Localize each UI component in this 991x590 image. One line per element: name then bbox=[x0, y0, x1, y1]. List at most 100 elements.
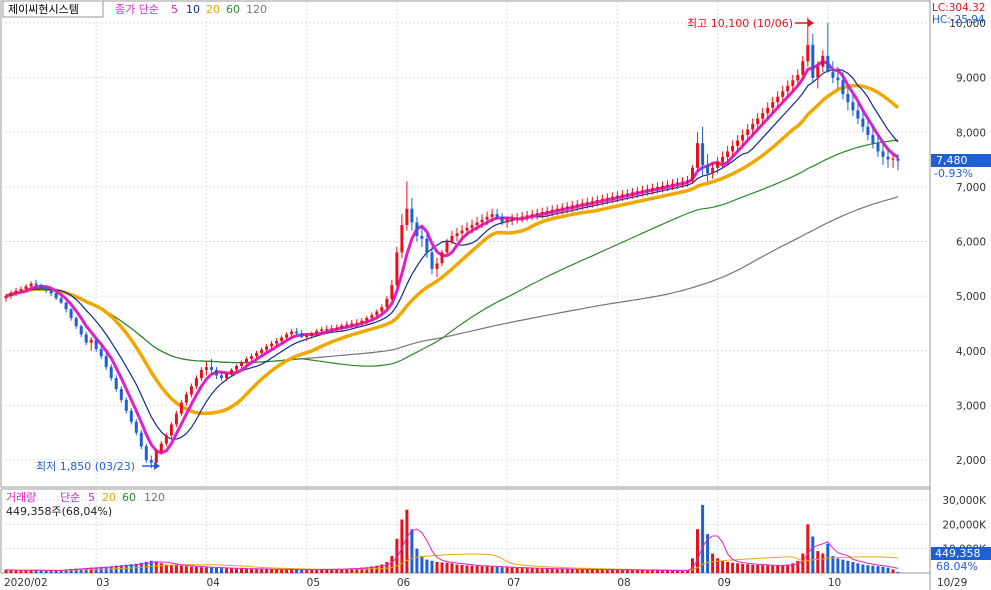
candle-body bbox=[796, 74, 800, 81]
volume-bar bbox=[245, 568, 248, 573]
price-tick-label: 2,000 bbox=[956, 455, 986, 467]
candle-body bbox=[450, 236, 454, 242]
volume-bar bbox=[771, 565, 775, 573]
time-tick-label: 08 bbox=[617, 577, 630, 589]
candle-body bbox=[721, 156, 725, 163]
volume-bar bbox=[475, 565, 479, 573]
candle-body bbox=[250, 356, 253, 359]
volume-bar bbox=[696, 529, 699, 573]
volume-bar bbox=[555, 568, 559, 573]
candle-body bbox=[846, 94, 850, 103]
candle-body bbox=[310, 333, 314, 336]
volume-bar bbox=[620, 570, 624, 573]
volume-bar bbox=[114, 565, 118, 573]
volume-bar bbox=[746, 564, 750, 573]
candle-body bbox=[4, 296, 8, 299]
candle-body bbox=[34, 283, 38, 286]
volume-bar bbox=[650, 570, 654, 573]
candle-body bbox=[500, 216, 504, 223]
candle-body bbox=[671, 183, 674, 185]
volume-bar bbox=[796, 560, 800, 573]
volume-ma-60: 60 bbox=[122, 491, 136, 504]
volume-bar bbox=[811, 536, 815, 573]
candle-body bbox=[109, 367, 113, 378]
volume-bar bbox=[395, 538, 399, 573]
current-change: -0.93% bbox=[934, 167, 973, 180]
candle-body bbox=[776, 96, 780, 103]
candle-body bbox=[560, 207, 564, 209]
ma-period-5: 5 bbox=[171, 3, 178, 16]
candle-body bbox=[716, 162, 720, 168]
ma-label: 종가 단순 bbox=[115, 3, 159, 16]
time-tick-label: 2020/02 bbox=[4, 577, 48, 589]
volume-bar bbox=[600, 569, 604, 573]
volume-bar bbox=[109, 566, 113, 573]
volume-bar bbox=[575, 569, 579, 573]
candle-body bbox=[470, 225, 474, 228]
volume-bar bbox=[104, 566, 108, 573]
time-tick-label: 09 bbox=[718, 577, 731, 589]
volume-bar bbox=[215, 567, 218, 573]
volume-ma-5: 5 bbox=[88, 491, 95, 504]
candle-body bbox=[340, 325, 344, 328]
volume-bar bbox=[520, 568, 524, 573]
candle-body bbox=[666, 184, 669, 186]
volume-ma5-line bbox=[5, 528, 899, 572]
volume-bar bbox=[731, 562, 735, 573]
volume-bar bbox=[290, 569, 294, 573]
candle-body bbox=[786, 85, 790, 92]
volume-bar bbox=[761, 565, 765, 573]
candle-body bbox=[766, 107, 770, 114]
candle-body bbox=[535, 213, 539, 215]
candle-body bbox=[836, 77, 840, 81]
candle-body bbox=[134, 421, 138, 433]
candle-body bbox=[866, 126, 870, 135]
volume-bar bbox=[851, 562, 855, 573]
candle-body bbox=[64, 302, 68, 310]
volume-bar bbox=[89, 567, 93, 573]
volume-bar bbox=[495, 566, 499, 573]
candle-body bbox=[184, 394, 188, 403]
volume-bar bbox=[570, 569, 574, 573]
volume-bar bbox=[355, 568, 359, 573]
volume-bar bbox=[79, 568, 83, 573]
volume-bar bbox=[545, 568, 549, 573]
stock-name-box[interactable] bbox=[2, 0, 104, 18]
volume-value-line: 449,358주(68,04%) bbox=[6, 505, 112, 518]
candle-body bbox=[440, 252, 444, 264]
volume-bar bbox=[230, 568, 233, 573]
volume-bar bbox=[886, 567, 890, 573]
volume-bar bbox=[325, 569, 329, 573]
volume-bar bbox=[450, 563, 454, 573]
volume-bar bbox=[119, 565, 123, 573]
volume-bar bbox=[515, 567, 519, 573]
candle-body bbox=[851, 102, 855, 111]
price-tick-label: 9,000 bbox=[956, 73, 986, 85]
candle-body bbox=[290, 331, 294, 335]
volume-bar bbox=[871, 565, 875, 573]
volume-bar bbox=[24, 570, 28, 573]
volume-bar bbox=[490, 566, 494, 573]
candle-body bbox=[841, 80, 845, 95]
volume-bar bbox=[255, 569, 259, 573]
candle-body bbox=[480, 219, 484, 223]
candle-body bbox=[415, 222, 419, 237]
volume-bar bbox=[836, 558, 840, 573]
volume-bar bbox=[681, 570, 684, 573]
volume-bar bbox=[550, 568, 554, 573]
volume-bar bbox=[445, 562, 449, 573]
volume-bar bbox=[275, 569, 279, 573]
volume-bar bbox=[691, 558, 694, 573]
volume-bar bbox=[9, 570, 13, 573]
volume-bar bbox=[661, 570, 664, 573]
candle-body bbox=[44, 287, 48, 291]
volume-bar bbox=[405, 509, 409, 573]
volume-bar bbox=[430, 560, 434, 573]
volume-bar bbox=[896, 571, 900, 573]
volume-bar bbox=[846, 560, 850, 573]
volume-bar bbox=[134, 563, 138, 573]
candle-body bbox=[505, 219, 509, 223]
candle-body bbox=[174, 413, 178, 425]
candle-body bbox=[189, 386, 193, 395]
